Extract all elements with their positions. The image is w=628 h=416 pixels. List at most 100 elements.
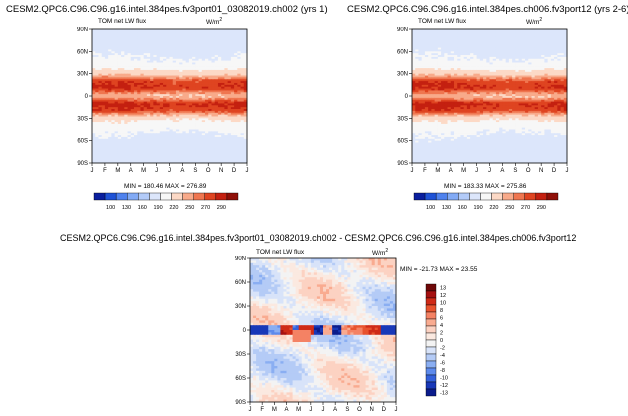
heatmap-cell — [137, 127, 141, 130]
heatmap-cell — [159, 148, 164, 151]
heatmap-cell — [143, 38, 148, 41]
heatmap-cell — [208, 138, 212, 142]
heatmap-cell — [153, 129, 157, 132]
heatmap-cell — [473, 79, 477, 82]
heatmap-cell — [431, 82, 436, 86]
heatmap-cell — [217, 53, 222, 56]
heatmap-cell — [172, 43, 177, 47]
heatmap-cell — [473, 56, 477, 60]
heatmap-cell — [217, 60, 222, 63]
heatmap-cell — [195, 34, 199, 37]
heatmap-cell — [175, 159, 180, 162]
heatmap-cell — [185, 131, 190, 134]
heatmap-cell — [101, 105, 106, 108]
heatmap-cell — [547, 71, 552, 75]
heatmap-cell — [201, 110, 206, 114]
heatmap-cell — [512, 62, 516, 65]
heatmap-cell — [441, 38, 445, 41]
heatmap-cell — [143, 144, 148, 147]
heatmap-cell — [185, 43, 190, 47]
heatmap-cell — [175, 43, 180, 47]
heatmap-cell — [217, 66, 222, 69]
heatmap-cell — [192, 43, 196, 47]
heatmap-cell — [104, 75, 109, 78]
heatmap-cell — [95, 146, 99, 149]
heatmap-cell — [224, 146, 229, 149]
heatmap-cell — [182, 105, 187, 108]
heatmap-cell — [224, 148, 229, 151]
heatmap-cell — [153, 94, 157, 97]
heatmap-cell — [457, 45, 461, 49]
heatmap-cell — [130, 135, 135, 138]
heatmap-cell — [175, 36, 180, 39]
heatmap-cell — [121, 68, 125, 71]
heatmap-cell — [121, 135, 125, 138]
heatmap-cell — [486, 69, 490, 73]
heatmap-cell — [237, 60, 241, 63]
heatmap-cell — [175, 155, 180, 158]
heatmap-cell — [243, 155, 248, 158]
heatmap-cell — [146, 47, 151, 50]
heatmap-cell — [489, 49, 494, 52]
heatmap-cell — [214, 42, 219, 45]
heatmap-cell — [544, 56, 549, 60]
heatmap-cell — [101, 42, 106, 45]
heatmap-cell — [98, 84, 103, 88]
heatmap-cell — [412, 79, 416, 82]
heatmap-cell — [557, 34, 561, 37]
heatmap-cell — [217, 58, 222, 62]
heatmap-cell — [150, 84, 154, 88]
heatmap-cell — [227, 109, 232, 112]
heatmap-cell — [237, 56, 241, 60]
heatmap-cell — [217, 43, 222, 47]
heatmap-cell — [166, 77, 170, 80]
heatmap-cell — [234, 36, 238, 39]
heatmap-cell — [230, 153, 235, 156]
heatmap-cell — [499, 62, 503, 65]
heatmap-cell — [124, 81, 128, 84]
heatmap-cell — [230, 73, 235, 76]
heatmap-cell — [169, 82, 174, 86]
heatmap-cell — [205, 151, 209, 155]
heatmap-cell — [457, 43, 461, 47]
heatmap-cell — [528, 56, 532, 60]
heatmap-cell — [208, 133, 212, 136]
heatmap-cell — [140, 47, 145, 50]
heatmap-cell — [237, 153, 241, 156]
heatmap-cell — [153, 103, 157, 106]
heatmap-cell — [479, 68, 484, 71]
heatmap-cell — [140, 29, 145, 32]
heatmap-cell — [560, 34, 565, 37]
heatmap-cell — [133, 107, 138, 110]
heatmap-cell — [237, 149, 241, 153]
heatmap-cell — [412, 49, 416, 52]
heatmap-cell — [234, 118, 238, 121]
heatmap-cell — [146, 122, 151, 125]
heatmap-cell — [169, 151, 174, 155]
heatmap-cell — [114, 66, 119, 69]
heatmap-cell — [534, 34, 539, 37]
heatmap-cell — [243, 129, 248, 132]
heatmap-cell — [146, 136, 151, 140]
heatmap-cell — [195, 53, 199, 56]
heatmap-cell — [159, 81, 164, 84]
heatmap-cell — [166, 105, 170, 108]
heatmap-cell — [92, 103, 96, 106]
heatmap-cell — [150, 38, 154, 41]
heatmap-cell — [560, 58, 565, 62]
heatmap-cell — [95, 94, 99, 97]
heatmap-cell — [444, 30, 448, 34]
heatmap-cell — [130, 96, 135, 99]
heatmap-cell — [179, 153, 183, 156]
heatmap-cell — [188, 51, 193, 54]
heatmap-cell — [563, 73, 568, 76]
heatmap-cell — [415, 71, 419, 75]
heatmap-cell — [237, 62, 241, 65]
heatmap-cell — [463, 32, 468, 35]
heatmap-cell — [214, 144, 219, 147]
heatmap-cell — [525, 36, 529, 39]
heatmap-cell — [92, 60, 96, 63]
heatmap-cell — [476, 73, 481, 76]
heatmap-cell — [211, 110, 216, 114]
heatmap-cell — [479, 84, 484, 88]
